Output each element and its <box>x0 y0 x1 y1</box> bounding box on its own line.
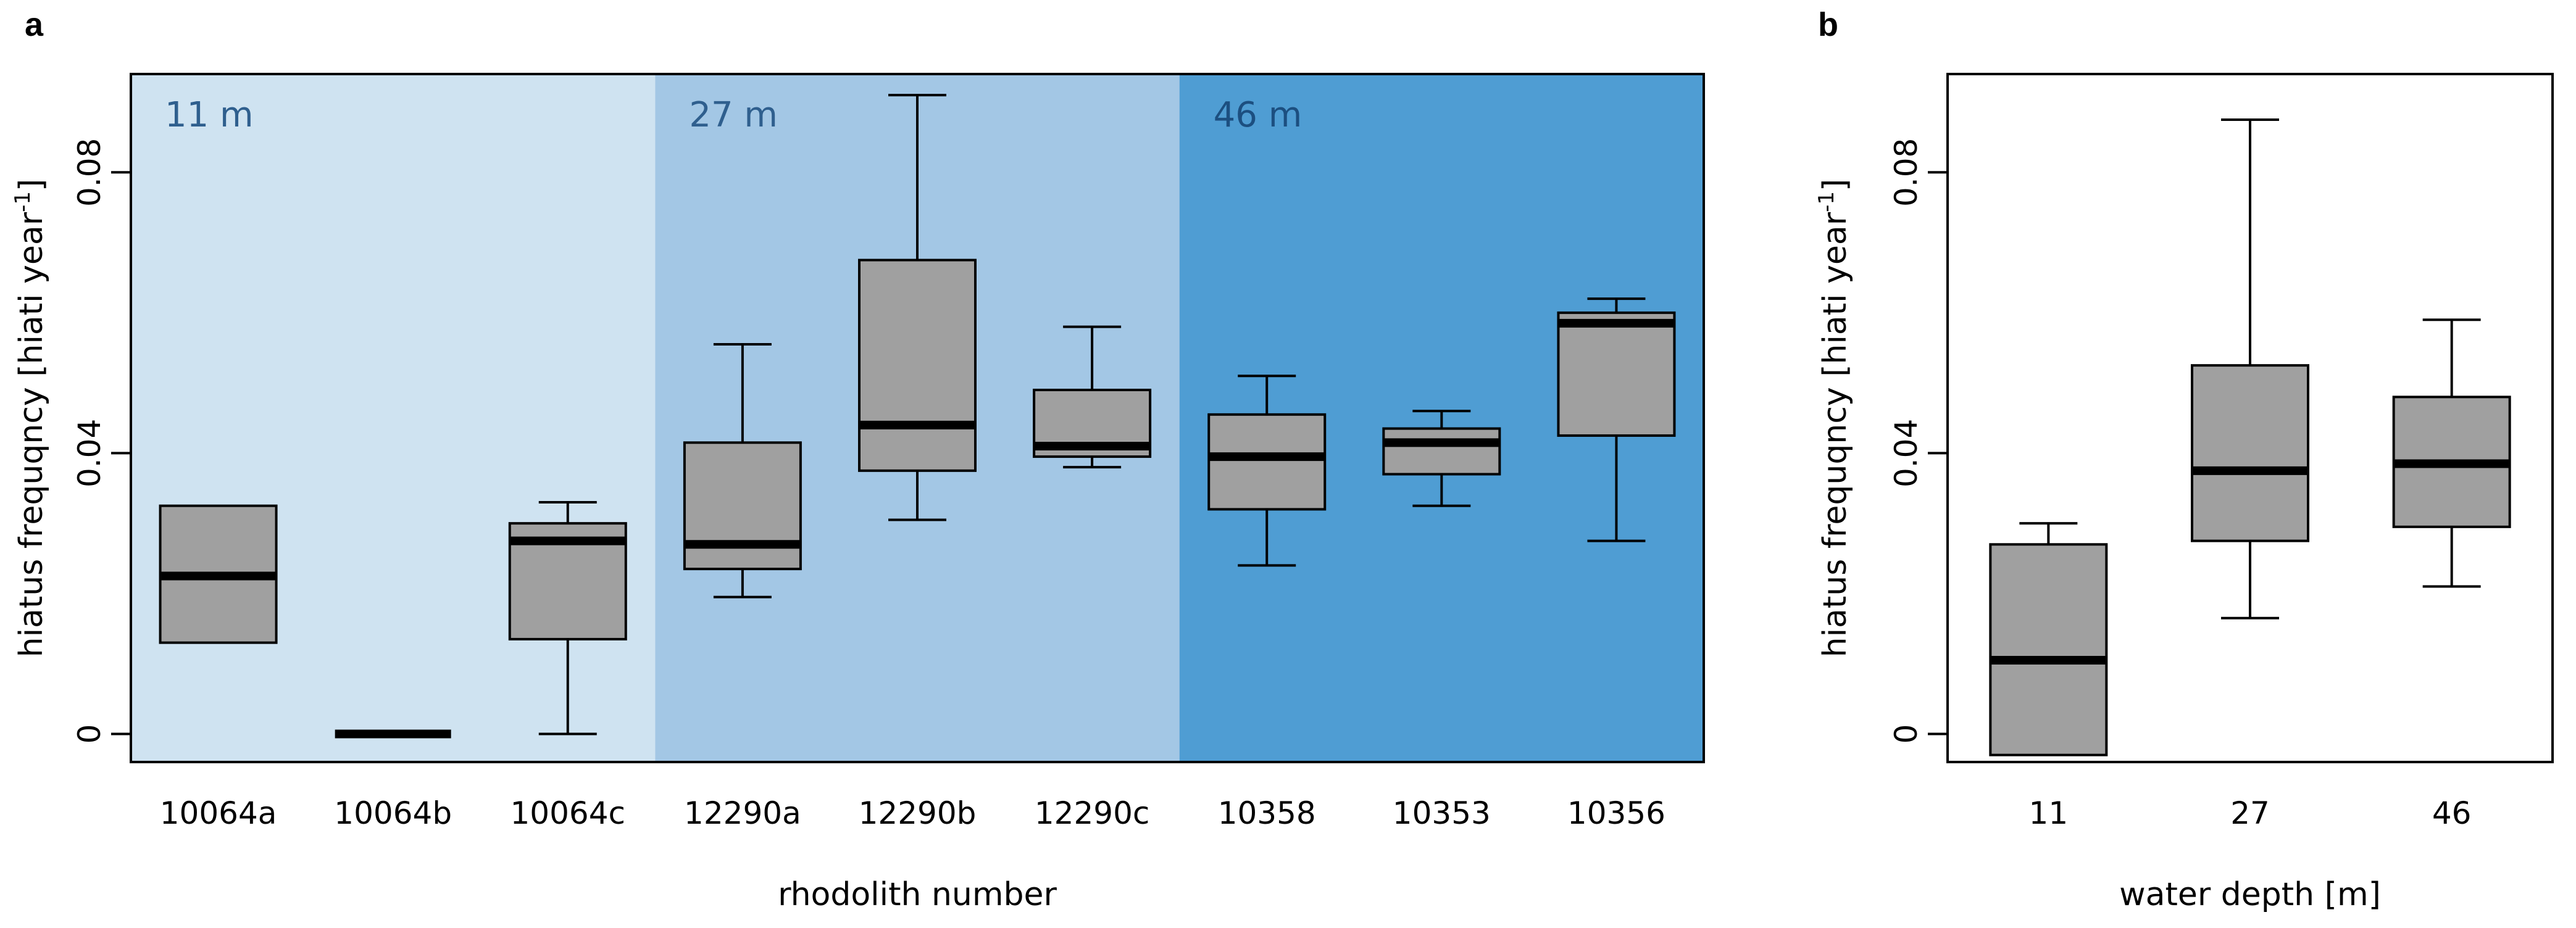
y-tick-label-0: 0 <box>1888 724 1924 744</box>
panel-a-letter: a <box>25 6 44 43</box>
x-tick-label-12290b: 12290b <box>859 795 977 831</box>
x-tick-label-12290a: 12290a <box>684 795 801 831</box>
boxplots-b <box>1989 118 2511 756</box>
x-tick-labels-a: 10064a 10064b 10064c 12290a 12290b 12290c 1035… <box>160 795 1665 831</box>
y-axis-title-b: hiatus frequqncy [hiati year-1] <box>1814 179 1854 658</box>
panel-a: a 11 m 27 m 46 m 00.040.08 10064a 10064b 100… <box>10 6 1705 913</box>
depth-band-label-1: 27 m <box>689 95 778 135</box>
box-iqr <box>1989 543 2108 756</box>
y-tick-label-1: 0.04 <box>1888 419 1924 487</box>
y-axis-title-a-close: ] <box>13 179 50 191</box>
boxplots-a <box>159 94 1676 739</box>
boxplot-27 <box>2191 118 2309 619</box>
x-tick-labels-b: 11 27 46 <box>2029 795 2472 831</box>
y-axis-title-a-text: hiatus frequqncy [hiati year <box>13 212 50 657</box>
x-tick-label-12290c: 12290c <box>1035 795 1150 831</box>
boxplot-10358 <box>1207 375 1327 567</box>
depth-band-0 <box>131 74 656 762</box>
box-iqr <box>1557 311 1676 437</box>
boxplot-10356 <box>1557 297 1676 542</box>
y-tick-label-2: 0.08 <box>72 138 107 207</box>
x-tick-label-10356: 10356 <box>1567 795 1665 831</box>
boxplot-10064a <box>159 504 278 644</box>
panel-b-letter: b <box>1818 6 1838 43</box>
x-tick-label-10064c: 10064c <box>510 795 625 831</box>
y-axis-b: 0 0.04 0.08 <box>1888 138 1948 744</box>
boxplot-46 <box>2392 318 2511 588</box>
y-axis-title-b-sup: -1 <box>1814 191 1839 212</box>
y-tick-label-0: 0 <box>72 724 107 744</box>
boxplot-11 <box>1989 522 2108 756</box>
x-tick-label-10064b: 10064b <box>334 795 452 831</box>
y-axis-title-b-close: ] <box>1817 179 1854 191</box>
boxplot-12290b <box>858 94 977 521</box>
depth-band-label-2: 46 m <box>1214 95 1303 135</box>
y-axis-title-a: hiatus frequqncy [hiati year-1] <box>10 179 50 658</box>
y-axis-a: 0 0.04 0.08 <box>72 138 131 744</box>
x-axis-title-b: water depth [m] <box>2119 876 2381 913</box>
box-iqr <box>2191 364 2309 542</box>
x-tick-label-10064a: 10064a <box>160 795 277 831</box>
depth-band-label-0: 11 m <box>165 95 254 135</box>
y-axis-title-b-text: hiatus frequqncy [hiati year <box>1817 212 1854 657</box>
x-tick-label-27: 27 <box>2230 795 2270 831</box>
panel-b: b 0 0.04 0.08 11 27 46 water depth [m] hiatu… <box>1814 6 2554 913</box>
x-tick-label-10358: 10358 <box>1218 795 1316 831</box>
x-tick-label-46: 46 <box>2432 795 2472 831</box>
boxplot-12290a <box>683 343 802 599</box>
plot-frame-b <box>1946 73 2554 763</box>
boxplot-10353 <box>1382 410 1501 507</box>
plot-frame-a <box>130 73 1705 763</box>
y-tick-label-2: 0.08 <box>1888 138 1924 207</box>
boxplot-10064c <box>508 501 627 735</box>
box-iqr <box>858 259 977 472</box>
x-tick-label-11: 11 <box>2029 795 2069 831</box>
x-tick-label-10353: 10353 <box>1393 795 1491 831</box>
boxplot-12290c <box>1033 325 1152 469</box>
box-iqr <box>683 441 802 571</box>
box-iqr <box>1207 413 1327 511</box>
y-axis-title-a-sup: -1 <box>10 191 35 212</box>
box-iqr <box>1382 427 1501 476</box>
x-axis-title-a: rhodolith number <box>778 876 1057 913</box>
y-tick-label-1: 0.04 <box>72 419 107 487</box>
